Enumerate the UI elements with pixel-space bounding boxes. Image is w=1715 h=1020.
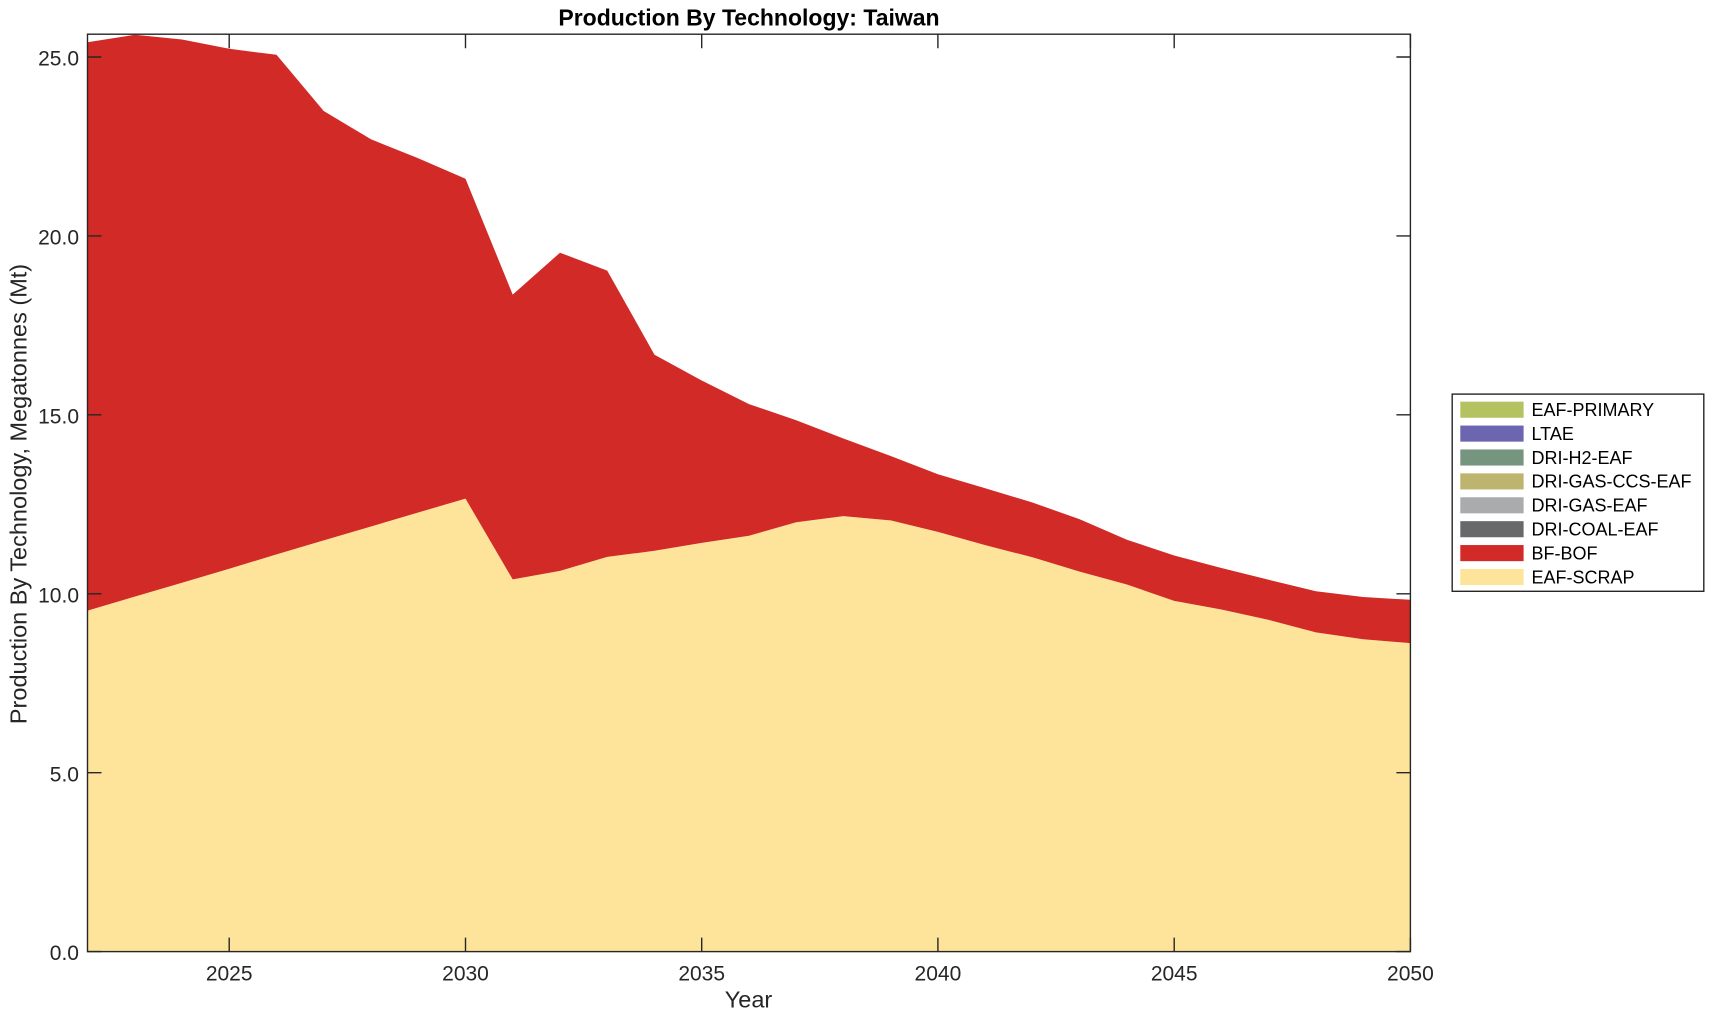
svg-text:25.0: 25.0: [38, 48, 79, 71]
svg-text:2035: 2035: [678, 963, 725, 986]
svg-text:Production By Technology, Mega: Production By Technology, Megatonnes (Mt…: [5, 264, 31, 724]
svg-text:EAF-SCRAP: EAF-SCRAP: [1532, 567, 1635, 587]
svg-text:DRI-GAS-EAF: DRI-GAS-EAF: [1532, 496, 1648, 516]
svg-text:2040: 2040: [915, 963, 962, 986]
svg-text:Year: Year: [725, 987, 773, 1013]
svg-text:2050: 2050: [1387, 963, 1434, 986]
svg-text:2030: 2030: [442, 963, 489, 986]
svg-text:EAF-PRIMARY: EAF-PRIMARY: [1532, 400, 1655, 420]
svg-text:DRI-H2-EAF: DRI-H2-EAF: [1532, 448, 1633, 468]
svg-text:2025: 2025: [206, 963, 253, 986]
svg-text:20.0: 20.0: [38, 227, 79, 250]
svg-text:DRI-GAS-CCS-EAF: DRI-GAS-CCS-EAF: [1532, 472, 1692, 492]
svg-text:15.0: 15.0: [38, 405, 79, 428]
svg-text:Production By Technology: Taiw: Production By Technology: Taiwan: [558, 5, 939, 31]
svg-text:0.0: 0.0: [50, 942, 79, 965]
svg-text:2045: 2045: [1151, 963, 1198, 986]
svg-text:5.0: 5.0: [50, 763, 79, 786]
svg-text:BF-BOF: BF-BOF: [1532, 543, 1598, 563]
svg-text:LTAE: LTAE: [1532, 424, 1574, 444]
svg-text:10.0: 10.0: [38, 584, 79, 607]
svg-text:DRI-COAL-EAF: DRI-COAL-EAF: [1532, 520, 1659, 540]
